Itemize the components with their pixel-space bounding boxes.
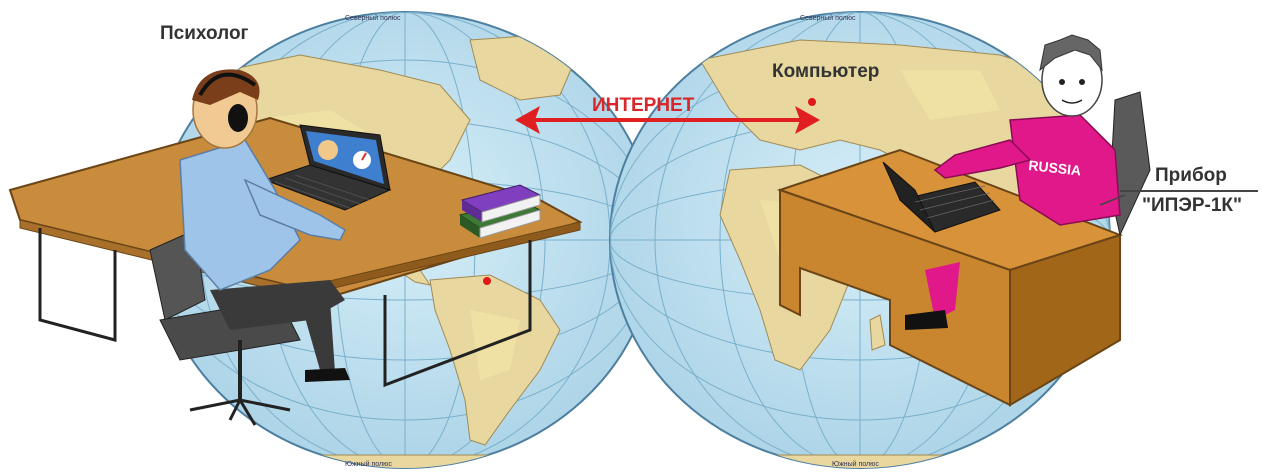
internet-arrow (515, 106, 820, 134)
device-pointer-line (1099, 194, 1126, 206)
computer-label: Компьютер (772, 61, 880, 82)
north-pole-label-left: Северный полюс (345, 14, 401, 22)
south-pole-label-right: Южный полюс (832, 460, 879, 468)
psychologist-laptop (263, 124, 392, 211)
shirt-text: RUSSIA (1028, 157, 1082, 178)
north-pole-label-right: Северный полюс (800, 14, 856, 22)
computer-laptop (882, 161, 1001, 233)
computer-desk (776, 148, 1124, 407)
device-label-rule (1120, 190, 1258, 192)
location-dot-left (483, 277, 491, 285)
device-label-model: "ИПЭР-1К" (1142, 195, 1243, 216)
video-call-face (318, 140, 338, 160)
psychologist-figure (149, 69, 350, 426)
device-label-title: Прибор (1155, 165, 1227, 186)
location-dot-right (808, 98, 816, 106)
internet-label: ИНТЕРНЕТ (592, 95, 695, 116)
psychologist-label: Психолог (160, 23, 249, 44)
south-pole-label-left: Южный полюс (345, 460, 392, 468)
books (458, 184, 542, 239)
computer-figure: RUSSIA (905, 34, 1151, 330)
